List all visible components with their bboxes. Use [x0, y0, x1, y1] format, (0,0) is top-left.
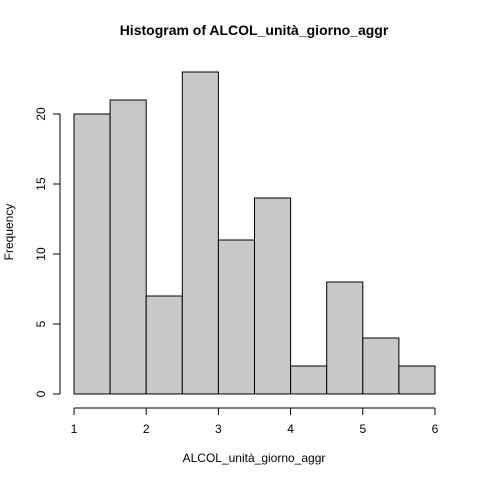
y-tick-label: 15	[34, 177, 48, 191]
histogram-bar-10	[398, 365, 436, 395]
y-tick-label: 0	[34, 390, 48, 397]
histogram-bar-9	[362, 337, 400, 395]
x-tick-label: 3	[215, 422, 222, 436]
x-axis-label: ALCOL_unità_giorno_aggr	[183, 451, 326, 465]
y-tick-label: 20	[34, 107, 48, 121]
histogram-bar-5	[217, 239, 255, 395]
x-tick-label: 2	[143, 422, 150, 436]
chart-title: Histogram of ALCOL_unità_giorno_aggr	[120, 22, 389, 38]
histogram-bar-2	[109, 99, 147, 395]
x-tick-label: 1	[71, 422, 78, 436]
y-axis: 0 5 10 15 20	[34, 107, 61, 397]
y-tick-label: 10	[34, 247, 48, 261]
x-tick-label: 4	[287, 422, 294, 436]
x-axis: 1 2 3 4 5 6	[71, 407, 439, 436]
x-tick-label: 6	[432, 422, 439, 436]
histogram-bar-6	[254, 197, 292, 395]
histogram-bar-8	[326, 281, 364, 395]
bars-group	[73, 71, 436, 395]
histogram-bar-1	[73, 113, 111, 395]
histogram-bar-3	[145, 295, 183, 395]
histogram-bar-4	[181, 71, 219, 395]
histogram-bar-7	[290, 365, 328, 395]
x-tick-label: 5	[359, 422, 366, 436]
y-tick-label: 5	[34, 320, 48, 327]
y-axis-label: Frequency	[2, 204, 16, 261]
